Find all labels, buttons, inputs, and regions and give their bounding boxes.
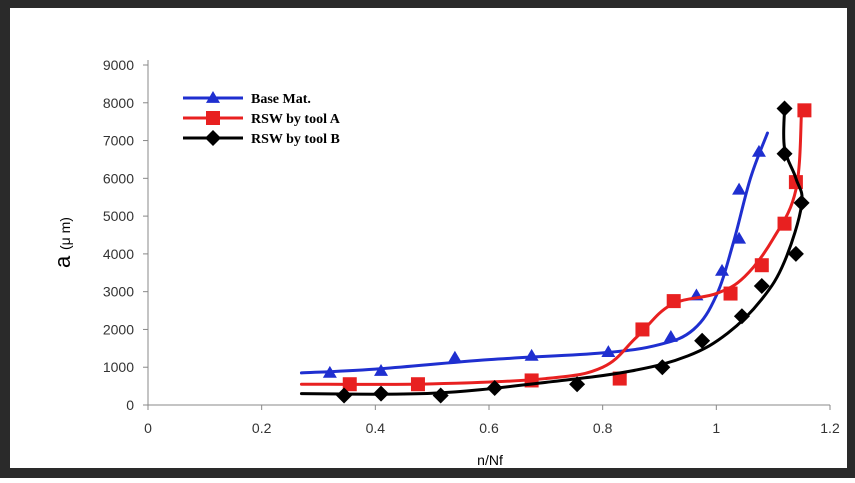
y-tick-label: 2000: [103, 321, 134, 337]
y-tick-label: 0: [126, 397, 134, 413]
legend-item-1: Base Mat.: [183, 91, 311, 107]
data-point-triangle: [601, 345, 616, 358]
y-tick-label: 3000: [103, 284, 134, 300]
data-point-diamond: [486, 380, 503, 396]
x-tick-label: 0.2: [252, 420, 272, 436]
series-layer: [299, 100, 812, 404]
x-tick-label: 0: [144, 420, 152, 436]
data-point-square: [410, 377, 425, 392]
data-point-triangle: [732, 231, 747, 244]
axes: 0 1000 2000 3000 4000 5000 6000 7000 8000 9000 0 0.…: [103, 57, 840, 436]
legend-label: RSW by tool B: [251, 132, 340, 147]
data-point-diamond: [787, 245, 804, 262]
series-fit-line: [299, 106, 804, 396]
data-point-diamond: [373, 385, 390, 402]
data-point-square: [342, 377, 357, 392]
data-point-triangle: [322, 365, 337, 378]
data-point-diamond: [694, 332, 711, 349]
series-1: [299, 131, 769, 378]
y-axis-title-unit: (μ m): [57, 217, 73, 250]
data-point-square: [797, 103, 812, 118]
data-point-triangle: [206, 91, 220, 103]
data-point-triangle: [447, 350, 462, 363]
data-point-triangle: [751, 144, 766, 157]
data-point-square: [206, 111, 220, 125]
data-point-square: [666, 294, 681, 309]
y-axis-title: a (μ m): [50, 217, 75, 268]
data-point-square: [723, 286, 738, 301]
data-point-diamond: [793, 194, 810, 211]
data-point-triangle: [715, 263, 730, 276]
legend-label: RSW by tool A: [251, 112, 341, 127]
data-point-square: [635, 322, 650, 337]
y-tick-label: 9000: [103, 57, 134, 73]
y-tick-label: 5000: [103, 208, 134, 224]
data-point-diamond: [205, 130, 221, 146]
data-point-diamond: [654, 359, 671, 376]
data-point-triangle: [524, 348, 539, 361]
y-tick-label: 1000: [103, 359, 134, 375]
series-fit-line: [299, 131, 769, 375]
y-tick-label: 6000: [103, 170, 134, 186]
x-axis-title: n/Nf: [477, 452, 503, 468]
y-tick-label: 4000: [103, 246, 134, 262]
data-point-triangle: [732, 182, 747, 195]
data-point-square: [754, 258, 769, 273]
x-tick-label: 1.2: [820, 420, 840, 436]
data-point-diamond: [776, 145, 793, 162]
data-point-square: [777, 216, 792, 231]
legend-item-2: RSW by tool A: [183, 111, 341, 127]
data-point-triangle: [374, 364, 389, 376]
x-tick-label: 0.8: [593, 420, 613, 436]
x-tick-label: 1: [712, 420, 720, 436]
y-tick-label: 7000: [103, 133, 134, 149]
plot-background: [10, 8, 847, 468]
x-tick-label: 0.4: [366, 420, 386, 436]
data-point-diamond: [776, 100, 793, 117]
legend-label: Base Mat.: [251, 92, 311, 107]
data-point-diamond: [569, 376, 586, 393]
data-point-diamond: [753, 278, 770, 294]
data-point-diamond: [432, 387, 449, 404]
legend: Base Mat. RSW by tool A RSW by tool B: [183, 91, 341, 147]
series-3: [299, 100, 810, 404]
data-point-square: [612, 371, 627, 386]
legend-item-3: RSW by tool B: [183, 130, 340, 147]
y-tick-label: 8000: [103, 95, 134, 111]
data-point-diamond: [733, 308, 750, 325]
data-point-triangle: [663, 330, 678, 342]
x-tick-label: 0.6: [479, 420, 499, 436]
y-axis-title-main: a: [50, 255, 75, 268]
data-point-diamond: [336, 387, 353, 404]
